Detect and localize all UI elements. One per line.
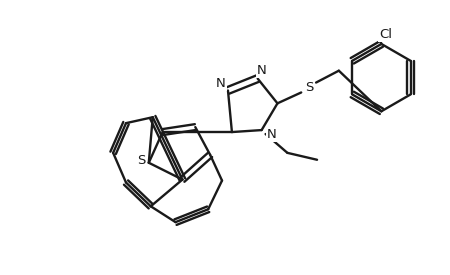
Text: S: S	[137, 154, 145, 167]
Text: N: N	[267, 128, 276, 141]
Text: N: N	[216, 77, 226, 90]
Text: N: N	[257, 64, 266, 77]
Text: Cl: Cl	[379, 28, 392, 40]
Text: S: S	[305, 81, 313, 94]
